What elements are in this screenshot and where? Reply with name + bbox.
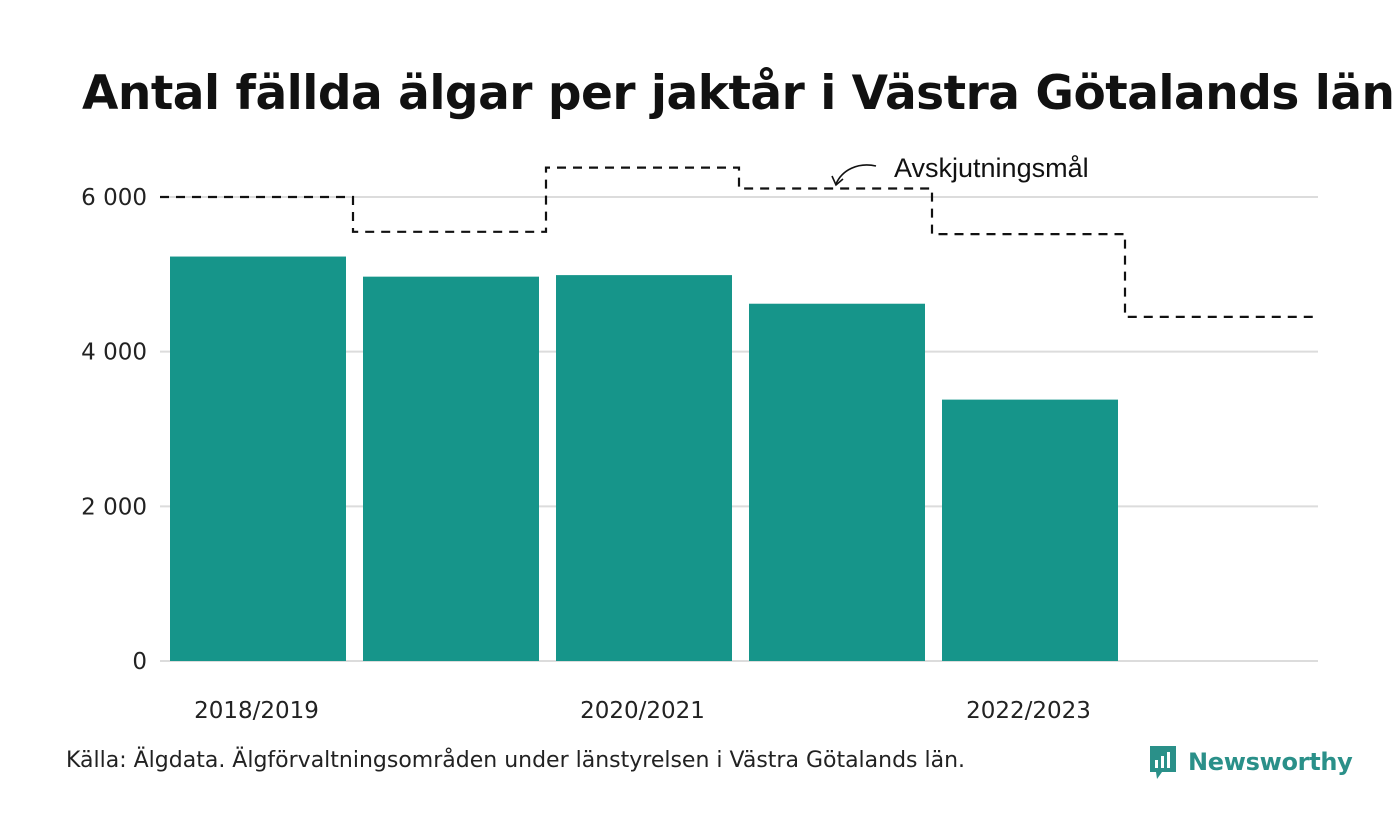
bars <box>170 256 1118 661</box>
bar <box>363 276 539 661</box>
x-tick-label: 2022/2023 <box>966 698 1091 724</box>
bar <box>556 275 732 661</box>
target-line <box>160 166 1318 318</box>
y-tick-label: 6 000 <box>81 185 147 211</box>
source-note: Källa: Älgdata. Älgförvaltningsområden u… <box>66 748 966 773</box>
newsworthy-logo-icon <box>1150 746 1176 779</box>
y-tick-label: 0 <box>132 649 147 675</box>
annotation-arrowhead <box>831 175 844 187</box>
y-axis-ticks: 0 2 000 4 000 6 000 <box>81 185 147 675</box>
annotation: Avskjutningsmål <box>831 153 1089 187</box>
bar <box>170 256 346 661</box>
x-tick-label: 2020/2021 <box>580 698 705 724</box>
x-tick-label: 2018/2019 <box>194 698 319 724</box>
x-axis-ticks: 2018/2019 2020/2021 2022/2023 <box>194 698 1091 724</box>
brand-logo: Newsworthy <box>1148 742 1353 782</box>
brand-name: Newsworthy <box>1188 748 1353 776</box>
target-line-label: Avskjutningsmål <box>894 153 1089 183</box>
annotation-arrow <box>835 164 877 185</box>
chart-title: Antal fällda älgar per jaktår i Västra G… <box>82 66 1395 121</box>
y-tick-label: 4 000 <box>81 340 147 366</box>
y-tick-label: 2 000 <box>81 494 147 520</box>
target-step-line <box>160 166 1318 318</box>
bar <box>749 303 925 661</box>
bar <box>942 399 1118 661</box>
